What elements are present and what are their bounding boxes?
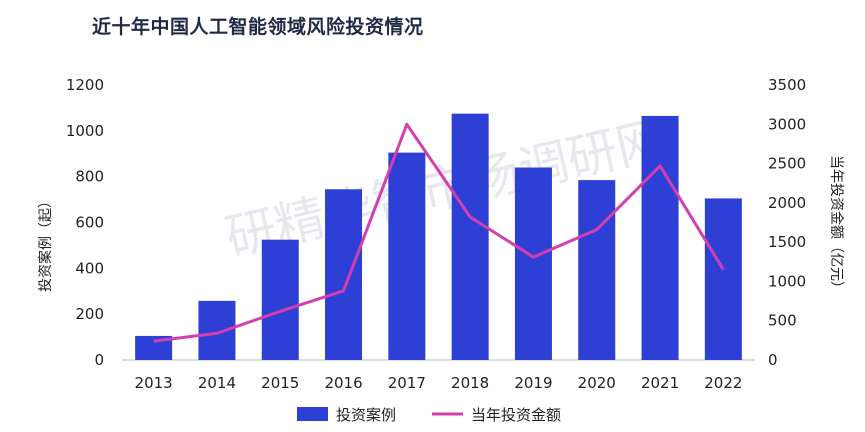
- legend: 投资案例 当年投资金额: [297, 406, 561, 424]
- y2-tick-label: 3500: [768, 76, 806, 94]
- x-tick-label: 2019: [514, 374, 552, 392]
- bar-2015: [261, 239, 299, 360]
- y2-tick-label: 1000: [768, 272, 806, 290]
- x-tick-label: 2016: [324, 374, 362, 392]
- bar-2021: [641, 115, 679, 360]
- y2-axis-label: 当年投资金额（亿元）: [828, 155, 844, 295]
- y-tick-label: 1200: [66, 76, 104, 94]
- y2-tick-label: 2500: [768, 155, 806, 173]
- x-tick-label: 2015: [261, 374, 299, 392]
- y-tick-label: 400: [75, 259, 104, 277]
- y-tick-label: 600: [75, 214, 104, 232]
- legend-bar-swatch: [297, 407, 328, 421]
- y2-tick-label: 2000: [768, 194, 806, 212]
- y2-tick-label: 500: [768, 312, 797, 330]
- y2-tick-label: 0: [768, 351, 778, 369]
- x-tick-label: 2013: [135, 374, 173, 392]
- x-tick-label: 2021: [641, 374, 679, 392]
- legend-line-label: 当年投资金额: [471, 406, 561, 424]
- bar-2016: [325, 189, 363, 360]
- y-axis-label: 投资案例（起）: [37, 194, 54, 292]
- x-tick-label: 2020: [578, 374, 616, 392]
- bar-2019: [514, 167, 552, 360]
- bar-2020: [578, 180, 616, 360]
- line-series-investment: [153, 122, 725, 343]
- legend-bar-label: 投资案例: [336, 406, 396, 424]
- chart-title: 近十年中国人工智能领域风险投资情况: [92, 16, 424, 38]
- y2-tick-label: 3000: [768, 115, 806, 133]
- y2-tick-label: 1500: [768, 233, 806, 251]
- bar-2022: [704, 198, 742, 360]
- x-tick-label: 2014: [198, 374, 236, 392]
- bar-2017: [388, 152, 426, 360]
- y-tick-label: 0: [94, 351, 104, 369]
- bar-2014: [198, 300, 236, 360]
- y-tick-label: 200: [75, 305, 104, 323]
- y-tick-label: 1000: [66, 122, 104, 140]
- bar-2018: [451, 113, 489, 360]
- x-tick-label: 2022: [704, 374, 742, 392]
- x-tick-label: 2018: [451, 374, 489, 392]
- y-tick-label: 800: [75, 168, 104, 186]
- x-tick-label: 2017: [388, 374, 426, 392]
